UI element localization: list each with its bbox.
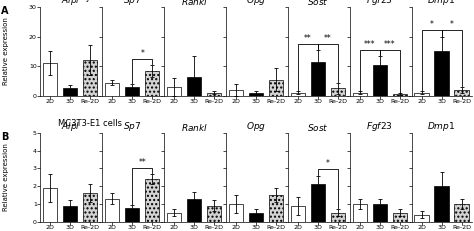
Bar bbox=[353, 204, 367, 222]
Bar bbox=[167, 87, 181, 96]
Bar bbox=[229, 90, 243, 96]
Bar bbox=[310, 62, 325, 96]
Text: Primary osteoblasts: Primary osteoblasts bbox=[58, 0, 142, 2]
Bar bbox=[392, 94, 407, 96]
Bar bbox=[187, 77, 201, 96]
Bar bbox=[414, 93, 429, 96]
Title: $\it{Sost}$: $\it{Sost}$ bbox=[307, 0, 328, 7]
Bar bbox=[353, 93, 367, 96]
Text: MC3T3-E1 cells: MC3T3-E1 cells bbox=[58, 119, 122, 128]
Bar bbox=[249, 93, 263, 96]
Text: *: * bbox=[450, 21, 454, 30]
Bar bbox=[435, 52, 449, 96]
Bar bbox=[43, 188, 57, 222]
Bar bbox=[167, 213, 181, 222]
Text: **: ** bbox=[324, 34, 332, 43]
Bar bbox=[455, 204, 469, 222]
Title: $\it{Dmp1}$: $\it{Dmp1}$ bbox=[428, 0, 456, 7]
Bar bbox=[269, 79, 283, 96]
Text: **: ** bbox=[304, 34, 312, 43]
Bar bbox=[145, 179, 159, 222]
Bar bbox=[291, 93, 305, 96]
Title: $\it{Rankl}$: $\it{Rankl}$ bbox=[181, 122, 208, 133]
Title: $\it{Opg}$: $\it{Opg}$ bbox=[246, 0, 266, 7]
Bar bbox=[145, 71, 159, 96]
Bar bbox=[373, 65, 387, 96]
Bar bbox=[249, 213, 263, 222]
Title: $\it{Dmp1}$: $\it{Dmp1}$ bbox=[428, 120, 456, 133]
Text: *: * bbox=[326, 159, 330, 168]
Text: ***: *** bbox=[384, 40, 396, 49]
Bar bbox=[331, 88, 345, 96]
Bar bbox=[125, 208, 139, 222]
Bar bbox=[105, 199, 119, 222]
Bar bbox=[310, 184, 325, 222]
Bar bbox=[291, 206, 305, 222]
Title: $\it{Sp7}$: $\it{Sp7}$ bbox=[123, 0, 141, 7]
Bar bbox=[373, 204, 387, 222]
Bar bbox=[43, 63, 57, 96]
Text: *: * bbox=[430, 21, 434, 30]
Bar bbox=[392, 213, 407, 222]
Text: B: B bbox=[1, 132, 9, 142]
Bar bbox=[229, 204, 243, 222]
Bar bbox=[83, 60, 98, 96]
Title: $\it{Sp7}$: $\it{Sp7}$ bbox=[123, 120, 141, 133]
Text: Relative expression: Relative expression bbox=[3, 18, 9, 85]
Bar bbox=[125, 87, 139, 96]
Title: $\it{Alpl}$: $\it{Alpl}$ bbox=[61, 120, 80, 133]
Text: **: ** bbox=[138, 158, 146, 167]
Bar bbox=[63, 88, 77, 96]
Bar bbox=[435, 186, 449, 222]
Title: $\it{Alpl}$: $\it{Alpl}$ bbox=[61, 0, 80, 7]
Text: *: * bbox=[140, 49, 144, 58]
Text: ***: *** bbox=[364, 40, 375, 49]
Bar bbox=[83, 193, 98, 222]
Bar bbox=[455, 90, 469, 96]
Bar bbox=[331, 213, 345, 222]
Bar bbox=[269, 195, 283, 222]
Bar bbox=[63, 206, 77, 222]
Bar bbox=[207, 93, 221, 96]
Bar bbox=[187, 199, 201, 222]
Text: Relative expression: Relative expression bbox=[3, 143, 9, 211]
Text: A: A bbox=[1, 6, 9, 16]
Title: $\it{Sost}$: $\it{Sost}$ bbox=[307, 122, 328, 133]
Title: $\it{Opg}$: $\it{Opg}$ bbox=[246, 120, 266, 133]
Title: $\it{Fgf23}$: $\it{Fgf23}$ bbox=[366, 120, 393, 133]
Title: $\it{Fgf23}$: $\it{Fgf23}$ bbox=[366, 0, 393, 7]
Bar bbox=[207, 206, 221, 222]
Bar bbox=[105, 82, 119, 96]
Title: $\it{Rankl}$: $\it{Rankl}$ bbox=[181, 0, 208, 7]
Bar bbox=[414, 215, 429, 222]
